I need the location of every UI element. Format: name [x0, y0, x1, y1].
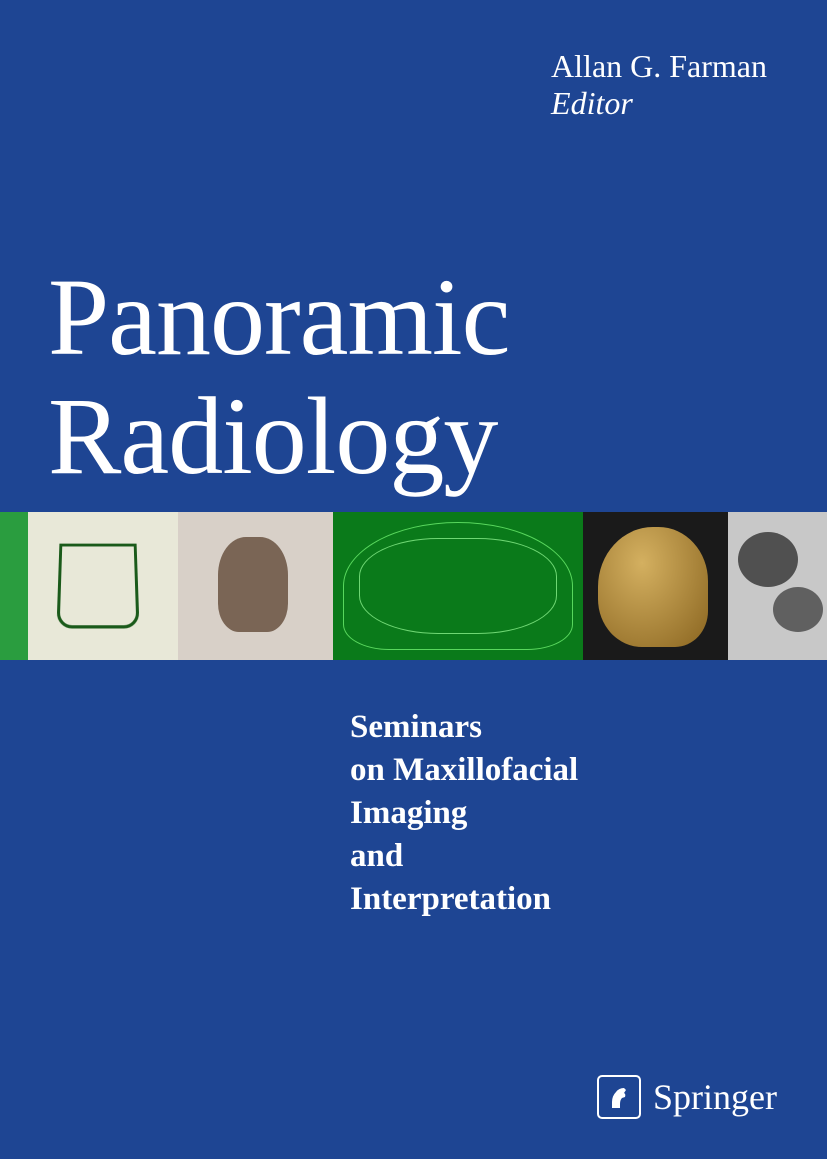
publisher-logo-icon [597, 1075, 641, 1119]
xray-icon [738, 532, 798, 587]
strip-xray [728, 512, 827, 660]
strip-nose-render [178, 512, 333, 660]
title-line-2: Radiology [48, 377, 509, 496]
horse-icon [604, 1082, 634, 1112]
scan-lines-icon [343, 522, 573, 650]
nose-icon [218, 537, 288, 632]
image-strip [0, 512, 827, 660]
title-line-1: Panoramic [48, 258, 509, 377]
subtitle-line-4: and [350, 835, 578, 878]
editor-block: Allan G. Farman Editor [551, 48, 767, 122]
subtitle-line-2: on Maxillofacial [350, 749, 578, 792]
strip-panoramic-scan [333, 512, 583, 660]
book-subtitle: Seminars on Maxillofacial Imaging and In… [350, 706, 578, 920]
subtitle-line-5: Interpretation [350, 878, 578, 921]
editor-role: Editor [551, 85, 767, 122]
skull-icon [598, 527, 708, 647]
subtitle-line-3: Imaging [350, 792, 578, 835]
publisher-block: Springer [597, 1075, 777, 1119]
strip-bucket-sketch [28, 512, 178, 660]
book-title: Panoramic Radiology [48, 258, 509, 496]
publisher-name: Springer [653, 1076, 777, 1118]
editor-name: Allan G. Farman [551, 48, 767, 85]
subtitle-line-1: Seminars [350, 706, 578, 749]
bucket-icon [56, 544, 139, 629]
strip-3d-skull [583, 512, 728, 660]
strip-green-bar [0, 512, 28, 660]
